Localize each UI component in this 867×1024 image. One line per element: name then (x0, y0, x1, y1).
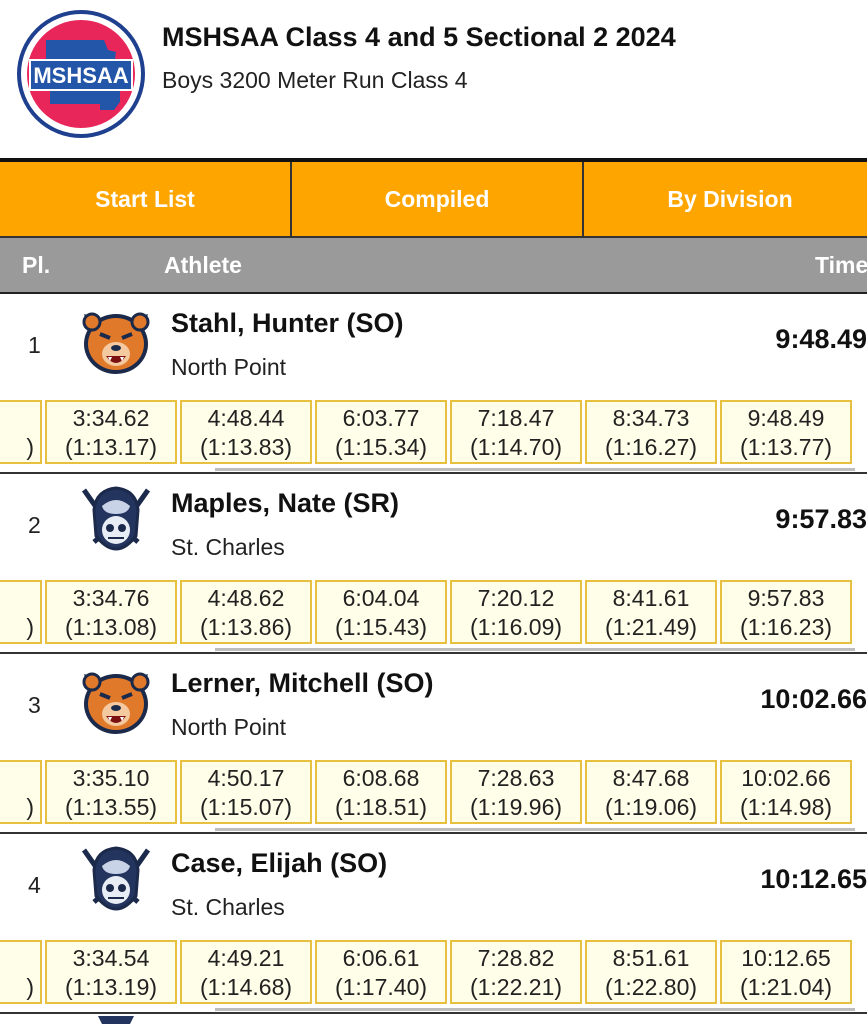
tab-start-list[interactable]: Start List (0, 162, 292, 236)
result-row[interactable]: 1 Stahl, Hunter (SO) North Point 9:48.49… (0, 294, 867, 474)
bear-mascot-icon (82, 672, 150, 736)
finish-time: 9:48.49 (775, 324, 867, 354)
split-cell-partial: ) (0, 400, 42, 464)
bear-mascot-icon (82, 312, 150, 376)
split-cell[interactable]: 9:57.83 (1:16.23) (720, 580, 852, 644)
logo-text: MSHSAA (33, 63, 128, 88)
split-cell[interactable]: 7:18.47 (1:14.70) (450, 400, 582, 464)
split-cell[interactable]: 3:34.54 (1:13.19) (45, 940, 177, 1004)
pirate-mascot-icon (78, 484, 154, 560)
divider (0, 158, 867, 162)
split-cell[interactable]: 6:08.68 (1:18.51) (315, 760, 447, 824)
meet-header: MSHSAA MSHSAA Class 4 and 5 Sectional 2 … (0, 0, 867, 158)
scroll-indicator[interactable] (215, 468, 855, 471)
finish-time: 9:57.83 (775, 504, 867, 534)
result-row[interactable]: 4 Case, Elijah (SO) St. Charles 10:12.65… (0, 834, 867, 1014)
split-cell[interactable]: 10:02.66 (1:14.98) (720, 760, 852, 824)
split-cell[interactable]: 8:47.68 (1:19.06) (585, 760, 717, 824)
split-cell[interactable]: 7:28.63 (1:19.96) (450, 760, 582, 824)
split-cell-partial: ) (0, 940, 42, 1004)
team-name[interactable]: North Point (171, 714, 287, 740)
split-cell[interactable]: 8:34.73 (1:16.27) (585, 400, 717, 464)
team-name[interactable]: St. Charles (171, 534, 285, 560)
split-cell[interactable]: 4:48.44 (1:13.83) (180, 400, 312, 464)
col-place[interactable]: Pl. (22, 252, 51, 278)
split-cell[interactable]: 9:48.49 (1:13.77) (720, 400, 852, 464)
splits-row: ) 3:34.54 (1:13.19) 4:49.21 (1:14.68) 6:06… (0, 940, 867, 1004)
split-cell[interactable]: 6:03.77 (1:15.34) (315, 400, 447, 464)
splits-row: ) 3:34.62 (1:13.17) 4:48.44 (1:13.83) 6:03… (0, 400, 867, 464)
split-cell[interactable]: 7:20.12 (1:16.09) (450, 580, 582, 644)
place-number: 3 (28, 692, 41, 718)
pirate-mascot-icon (98, 1016, 134, 1024)
place-number: 1 (28, 332, 41, 358)
split-cell-partial: ) (0, 580, 42, 644)
pirate-mascot-icon (78, 844, 154, 920)
split-cell[interactable]: 3:34.76 (1:13.08) (45, 580, 177, 644)
col-time[interactable]: Time (815, 252, 867, 278)
view-tabs: Start List Compiled By Division (0, 162, 867, 238)
split-cell[interactable]: 6:06.61 (1:17.40) (315, 940, 447, 1004)
split-cell[interactable]: 3:35.10 (1:13.55) (45, 760, 177, 824)
tab-by-division[interactable]: By Division (667, 185, 793, 212)
athlete-name[interactable]: Lerner, Mitchell (SO) (171, 668, 434, 698)
split-cell[interactable]: 10:12.65 (1:21.04) (720, 940, 852, 1004)
page-title: MSHSAA Class 4 and 5 Sectional 2 2024 (162, 22, 676, 52)
split-cell[interactable]: 8:41.61 (1:21.49) (585, 580, 717, 644)
scroll-indicator[interactable] (215, 648, 855, 651)
split-cell[interactable]: 4:49.21 (1:14.68) (180, 940, 312, 1004)
result-row[interactable]: 2 Maples, Nate (SR) St. Charles 9:57.83 … (0, 474, 867, 654)
finish-time: 10:12.65 (760, 864, 867, 894)
split-cell[interactable]: 6:04.04 (1:15.43) (315, 580, 447, 644)
split-cell[interactable]: 4:48.62 (1:13.86) (180, 580, 312, 644)
tab-compiled[interactable]: Compiled (292, 162, 584, 236)
team-name[interactable]: St. Charles (171, 894, 285, 920)
split-cell[interactable]: 7:28.82 (1:22.21) (450, 940, 582, 1004)
result-row[interactable]: 3 Lerner, Mitchell (SO) North Point 10:0… (0, 654, 867, 834)
athlete-name[interactable]: Stahl, Hunter (SO) (171, 308, 404, 338)
splits-row: ) 3:34.76 (1:13.08) 4:48.62 (1:13.86) 6:04… (0, 580, 867, 644)
athlete-name[interactable]: Maples, Nate (SR) (171, 488, 400, 518)
place-number: 2 (28, 512, 41, 538)
scroll-indicator[interactable] (215, 828, 855, 831)
mshsaa-logo-icon: MSHSAA (17, 10, 145, 138)
athlete-name[interactable]: Case, Elijah (SO) (171, 848, 388, 878)
split-cell[interactable]: 4:50.17 (1:15.07) (180, 760, 312, 824)
team-name[interactable]: North Point (171, 354, 287, 380)
split-cell-partial: ) (0, 760, 42, 824)
split-cell[interactable]: 3:34.62 (1:13.17) (45, 400, 177, 464)
splits-row: ) 3:35.10 (1:13.55) 4:50.17 (1:15.07) 6:08… (0, 760, 867, 824)
place-number: 4 (28, 872, 41, 898)
event-subtitle: Boys 3200 Meter Run Class 4 (162, 67, 468, 93)
scroll-indicator[interactable] (215, 1008, 855, 1011)
finish-time: 10:02.66 (760, 684, 867, 714)
col-athlete[interactable]: Athlete (164, 252, 242, 278)
split-cell[interactable]: 8:51.61 (1:22.80) (585, 940, 717, 1004)
results-table-header: Pl. Athlete Time (0, 238, 867, 294)
